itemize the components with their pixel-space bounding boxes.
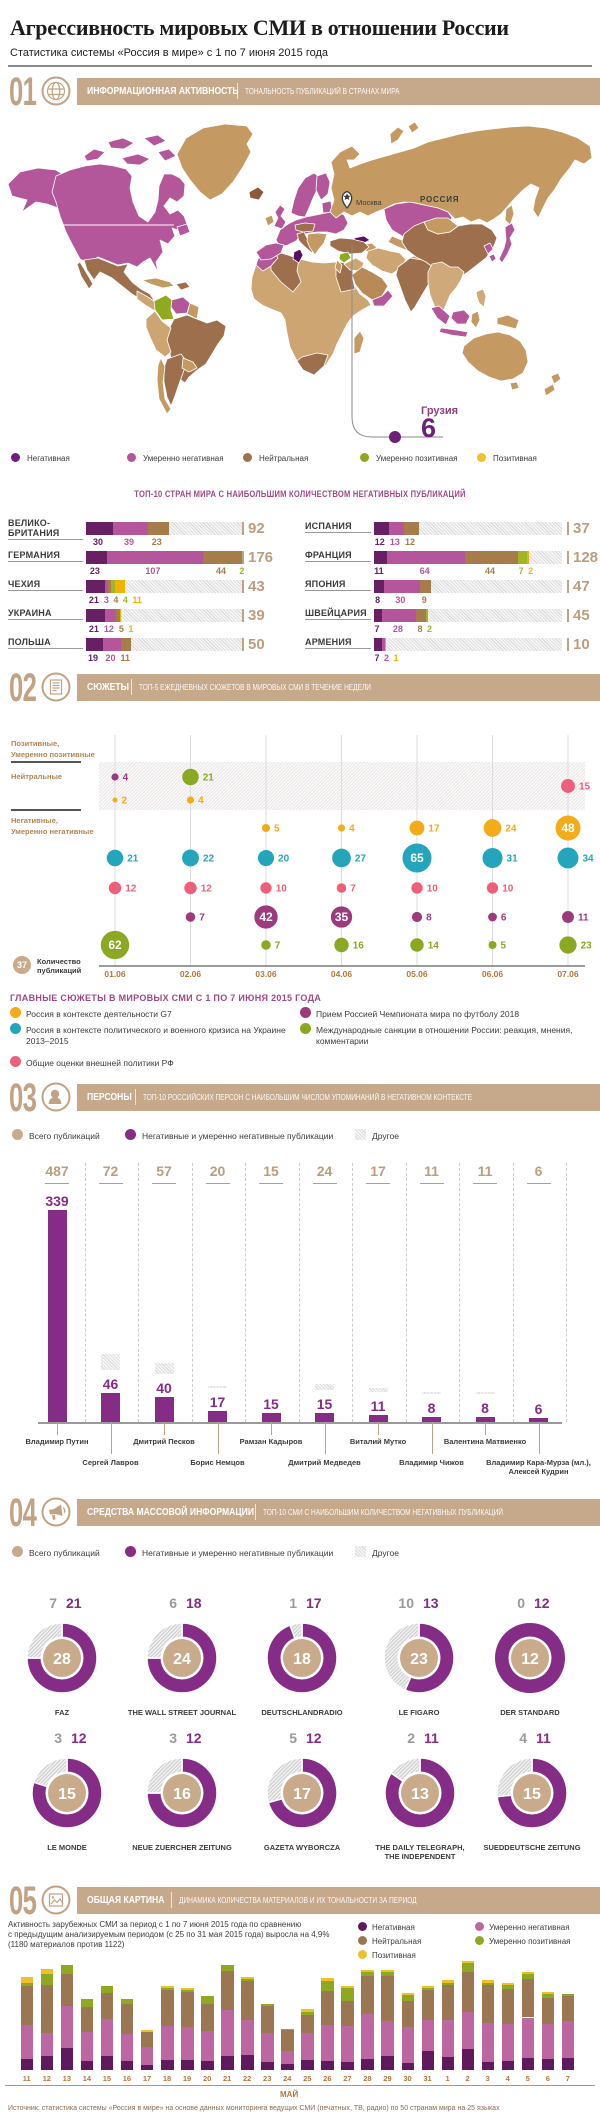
svg-text:15: 15 (579, 782, 591, 793)
svg-text:23: 23 (410, 1651, 428, 1668)
svg-text:42: 42 (259, 910, 273, 924)
svg-text:14: 14 (428, 941, 440, 952)
svg-text:Москва: Москва (356, 198, 382, 207)
svg-text:4: 4 (123, 773, 129, 784)
svg-text:РОССИЯ: РОССИЯ (420, 195, 459, 204)
svg-text:5: 5 (501, 941, 507, 952)
svg-text:7: 7 (275, 941, 281, 952)
svg-text:12: 12 (125, 884, 137, 895)
svg-text:10: 10 (427, 884, 439, 895)
svg-text:65: 65 (410, 851, 424, 865)
svg-text:12: 12 (521, 1651, 539, 1668)
svg-text:27: 27 (355, 854, 367, 865)
svg-text:6: 6 (421, 413, 436, 443)
svg-text:16: 16 (353, 941, 365, 952)
svg-text:17: 17 (293, 1786, 311, 1803)
svg-text:23: 23 (581, 941, 593, 952)
svg-text:07.06: 07.06 (557, 969, 579, 979)
svg-text:13: 13 (411, 1786, 429, 1803)
svg-text:35: 35 (335, 910, 349, 924)
svg-text:17: 17 (428, 824, 440, 835)
svg-text:20: 20 (278, 854, 290, 865)
svg-text:31: 31 (507, 854, 519, 865)
svg-text:03.06: 03.06 (255, 969, 277, 979)
svg-text:21: 21 (203, 773, 215, 784)
svg-text:12: 12 (201, 884, 213, 895)
svg-text:2: 2 (122, 796, 128, 807)
svg-text:22: 22 (203, 854, 215, 865)
svg-text:28: 28 (53, 1651, 71, 1668)
svg-text:6: 6 (501, 913, 507, 924)
svg-text:7: 7 (350, 884, 356, 895)
svg-text:02.06: 02.06 (180, 969, 202, 979)
svg-text:5: 5 (274, 824, 280, 835)
svg-text:24: 24 (173, 1651, 191, 1668)
svg-text:4: 4 (198, 796, 204, 807)
svg-text:15: 15 (523, 1786, 541, 1803)
svg-text:7: 7 (199, 913, 205, 924)
svg-text:11: 11 (578, 913, 589, 924)
svg-text:10: 10 (502, 884, 514, 895)
svg-text:16: 16 (173, 1786, 191, 1803)
svg-text:4: 4 (349, 824, 355, 835)
svg-text:48: 48 (561, 821, 575, 835)
svg-text:15: 15 (58, 1786, 76, 1803)
svg-text:04.06: 04.06 (331, 969, 353, 979)
svg-text:06.06: 06.06 (482, 969, 504, 979)
svg-text:01.06: 01.06 (104, 969, 126, 979)
svg-text:24: 24 (505, 824, 517, 835)
svg-text:8: 8 (426, 913, 432, 924)
svg-text:34: 34 (582, 854, 594, 865)
svg-text:05.06: 05.06 (406, 969, 428, 979)
svg-text:21: 21 (127, 854, 139, 865)
svg-text:18: 18 (293, 1651, 311, 1668)
svg-text:62: 62 (108, 938, 122, 952)
svg-text:Грузия: Грузия (421, 405, 458, 417)
svg-text:10: 10 (276, 884, 288, 895)
